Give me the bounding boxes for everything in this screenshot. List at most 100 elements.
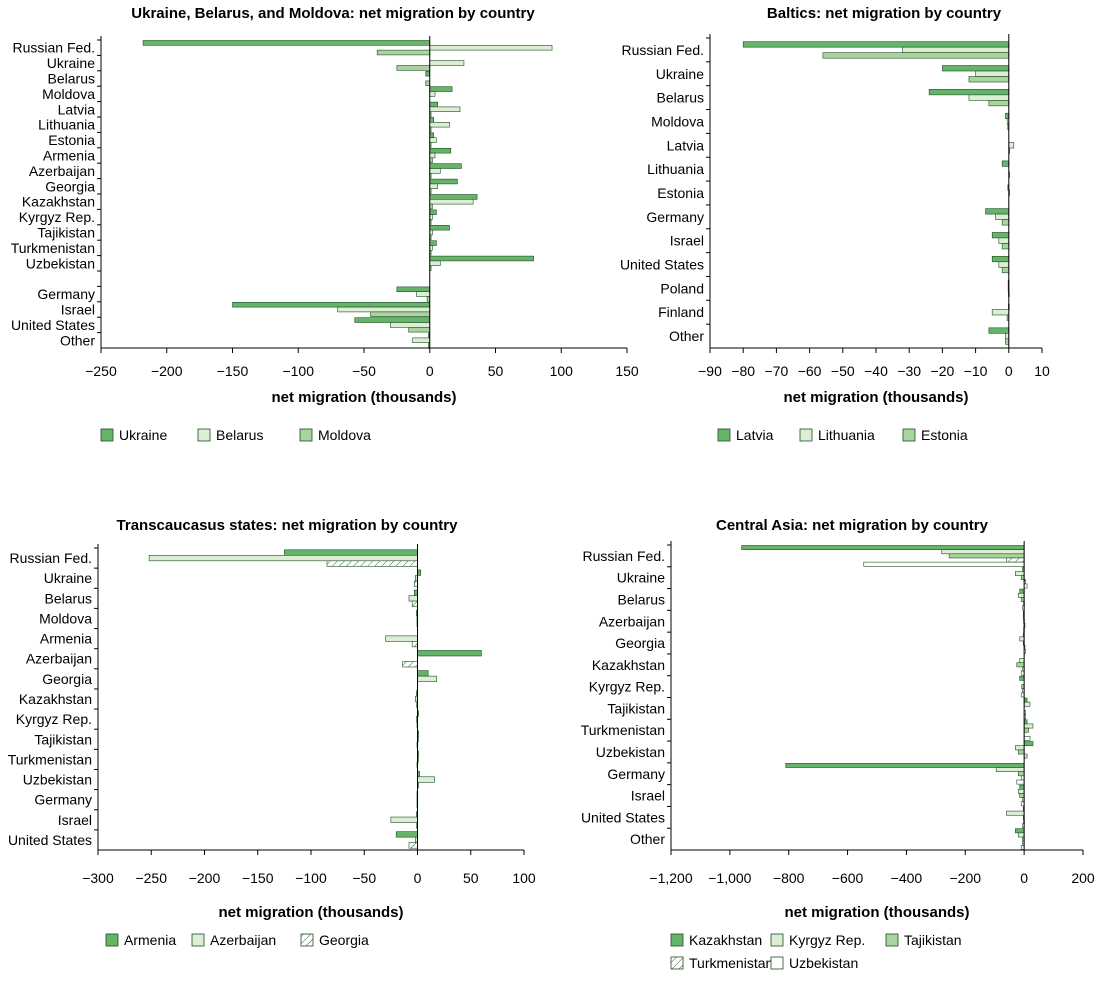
category-label: Estonia <box>657 185 704 201</box>
category-label: Ukraine <box>617 570 665 586</box>
bar-armenia-united-states <box>395 831 418 838</box>
category-label: Georgia <box>615 635 665 651</box>
category-label: Israel <box>670 233 704 249</box>
bar-uzbekistan-germany <box>1016 779 1025 785</box>
bar-ukraine-turkmenistan <box>429 240 437 246</box>
x-tick-label: 0 <box>1005 363 1013 379</box>
x-tick-label: 150 <box>615 363 639 379</box>
chart-title: Baltics: net migration by country <box>767 5 1002 22</box>
x-axis-label: net migration (thousands) <box>784 389 969 406</box>
category-label: United States <box>620 257 704 273</box>
legend-swatch-lithuania <box>799 428 813 442</box>
bar-ukraine-latvia <box>429 101 438 108</box>
bar-belarus-latvia <box>429 106 461 113</box>
category-label: Israel <box>61 302 95 318</box>
category-label: United States <box>11 317 95 333</box>
bar-estonia-russian-fed <box>822 52 1010 59</box>
bar-tajikistan-kazakhstan <box>1016 662 1025 668</box>
category-label: Israel <box>58 812 92 828</box>
bar-ukraine-kazakhstan <box>429 194 478 200</box>
chart-2: Baltics: net migration by country Russian… <box>620 5 1050 443</box>
bar-latvia-belarus <box>928 89 1010 96</box>
bar-kyrgyz-rep-belarus <box>1017 592 1025 598</box>
bar-kazakhstan-uzbekistan <box>1023 741 1034 747</box>
bar-ukraine-azerbaijan <box>429 163 462 169</box>
bar-lithuania-united-states <box>998 261 1010 268</box>
category-label: Latvia <box>667 137 705 153</box>
x-tick-label: −30 <box>897 363 921 379</box>
bar-azerbaijan-belarus <box>408 595 418 602</box>
category-label: Belarus <box>45 590 92 606</box>
legend-swatch-latvia <box>717 428 731 442</box>
x-tick-label: −200 <box>189 870 221 886</box>
category-label: Germany <box>37 286 95 302</box>
category-label: Turkmenistan <box>581 722 665 738</box>
bar-lithuania-finland <box>991 309 1010 316</box>
bar-latvia-germany <box>985 208 1010 215</box>
category-label: Belarus <box>618 591 665 607</box>
category-label: Germany <box>646 209 704 225</box>
category-label: Ukraine <box>44 570 92 586</box>
bar-uzbekistan-russian-fed <box>863 561 1025 567</box>
bar-estonia-united-states <box>1001 266 1010 274</box>
category-label: Armenia <box>40 631 92 647</box>
bar-estonia-ukraine <box>968 76 1010 83</box>
x-tick-label: −200 <box>151 363 183 379</box>
category-label: Russian Fed. <box>13 40 95 56</box>
category-label: Azerbaijan <box>26 651 92 667</box>
bar-azerbaijan-russian-fed <box>148 555 418 562</box>
x-axis-label: net migration (thousands) <box>219 904 404 921</box>
bar-ukraine-kyrgyz-rep <box>429 209 437 215</box>
category-label: Uzbekistan <box>26 255 95 271</box>
bar-belarus-ukraine <box>429 60 465 66</box>
legend-label-armenia: Armenia <box>124 932 176 948</box>
x-tick-label: −50 <box>352 870 376 886</box>
bar-ukraine-germany <box>396 286 431 292</box>
bar-lithuania-germany <box>995 213 1010 220</box>
bar-tajikistan-germany <box>1017 771 1025 777</box>
x-tick-label: −300 <box>82 870 114 886</box>
bar-azerbaijan-israel <box>390 816 418 823</box>
legend-label-kazakhstan: Kazakhstan <box>689 932 762 948</box>
bar-kyrgyz-rep-russian-fed <box>941 549 1025 555</box>
x-axis-label: net migration (thousands) <box>785 904 970 921</box>
bar-tajikistan-israel <box>1019 793 1025 798</box>
bar-ukraine-israel <box>232 301 431 308</box>
category-label: Germany <box>34 792 92 808</box>
legend-label-latvia: Latvia <box>736 427 774 443</box>
legend-label-azerbaijan: Azerbaijan <box>210 932 276 948</box>
bar-tajikistan-turkmenistan <box>1023 727 1029 733</box>
category-label: Tajikistan <box>37 225 95 241</box>
bar-latvia-russian-fed <box>742 41 1010 48</box>
x-tick-label: −20 <box>931 363 955 379</box>
x-tick-label: 50 <box>488 363 504 379</box>
bar-ukraine-georgia <box>429 178 458 185</box>
bar-armenia-azerbaijan <box>417 650 482 657</box>
bar-kazakhstan-russian-fed <box>741 545 1025 550</box>
bar-kazakhstan-other <box>1015 828 1025 834</box>
category-label: Other <box>630 831 665 847</box>
bar-belarus-kazakhstan <box>429 199 474 205</box>
category-label: Tajikistan <box>607 700 665 716</box>
bar-belarus-other <box>412 337 431 343</box>
bar-kyrgyz-rep-turkmenistan <box>1023 723 1034 729</box>
bar-estonia-belarus <box>988 100 1010 107</box>
bar-latvia-israel <box>991 232 1010 239</box>
legend-swatch-kazakhstan <box>670 933 684 947</box>
bar-belarus-uzbekistan <box>429 260 441 266</box>
x-tick-label: −60 <box>798 363 822 379</box>
bar-uzbekistan-turkmenistan <box>1023 736 1031 741</box>
category-label: Germany <box>607 766 665 782</box>
legend-swatch-uzbekistan <box>770 956 784 970</box>
bar-azerbaijan-armenia <box>385 635 418 642</box>
bar-georgia-united-states <box>408 842 418 849</box>
category-label: Moldova <box>39 610 92 626</box>
category-label: Kyrgyz Rep. <box>589 679 665 695</box>
bar-lithuania-belarus <box>968 94 1010 101</box>
bar-belarus-germany <box>416 291 431 297</box>
chart-4: Central Asia: net migration by country Ru… <box>581 517 1095 971</box>
category-label: Estonia <box>48 132 95 148</box>
x-tick-label: 0 <box>426 363 434 379</box>
bar-belarus-georgia <box>429 183 438 189</box>
